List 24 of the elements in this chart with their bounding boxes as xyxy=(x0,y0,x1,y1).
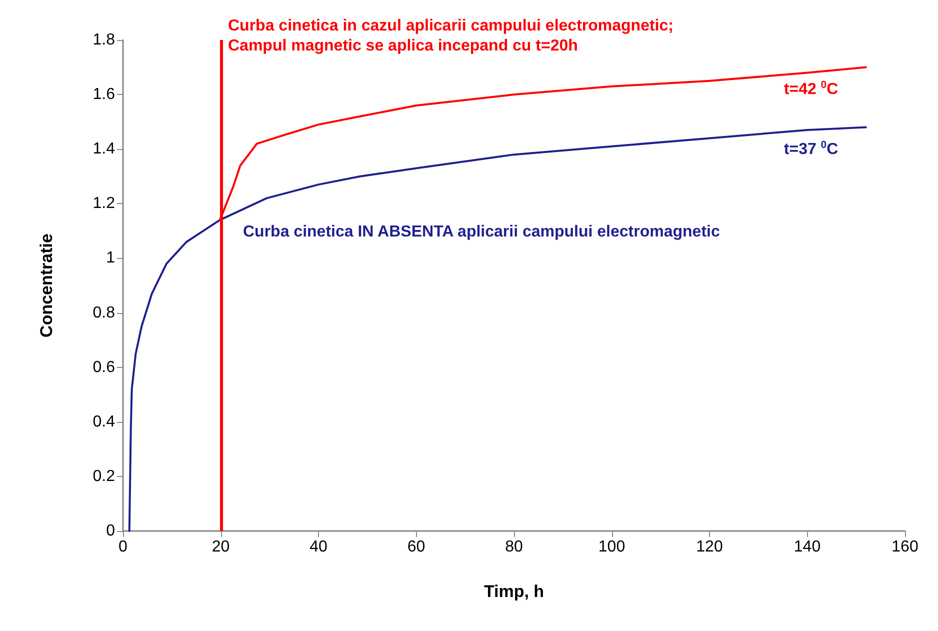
y-tick-label: 1.6 xyxy=(92,86,116,104)
y-tick-label: 0.6 xyxy=(92,358,116,376)
x-tick-label: 160 xyxy=(892,538,918,556)
line-series xyxy=(128,126,867,532)
y-tick-label: 0.4 xyxy=(92,413,116,430)
y-tick-label: 1.4 xyxy=(92,140,116,158)
annotation: Curba cinetica IN ABSENTA aplicarii campului electromagnetic xyxy=(243,224,720,240)
x-tick-label: 20 xyxy=(212,538,230,556)
x-tick-label: 60 xyxy=(407,538,426,556)
x-tick-label: 120 xyxy=(696,538,723,556)
x-tick-label: 140 xyxy=(794,538,821,556)
y-tick-label: 0.2 xyxy=(92,468,116,485)
x-tick-label: 0 xyxy=(118,538,128,556)
y-tick-label: 1.8 xyxy=(92,32,116,48)
x-axis-title: Timp, h xyxy=(484,582,544,601)
y-tick-label: 1 xyxy=(106,250,116,267)
annotation: Curba cinetica in cazul aplicarii campului electromagnetic; Campul magnetic se aplica incepand cu t=20h xyxy=(228,18,674,54)
y-tick-label: 0 xyxy=(106,522,116,540)
x-tick-label: 100 xyxy=(598,538,626,556)
x-tick-label: 40 xyxy=(310,538,328,556)
y-axis-title: Concentratie xyxy=(37,234,56,338)
y-tick-label: 0.8 xyxy=(92,304,116,322)
y-tick-label: 1.2 xyxy=(92,195,116,212)
x-tick-label: 80 xyxy=(505,538,523,556)
